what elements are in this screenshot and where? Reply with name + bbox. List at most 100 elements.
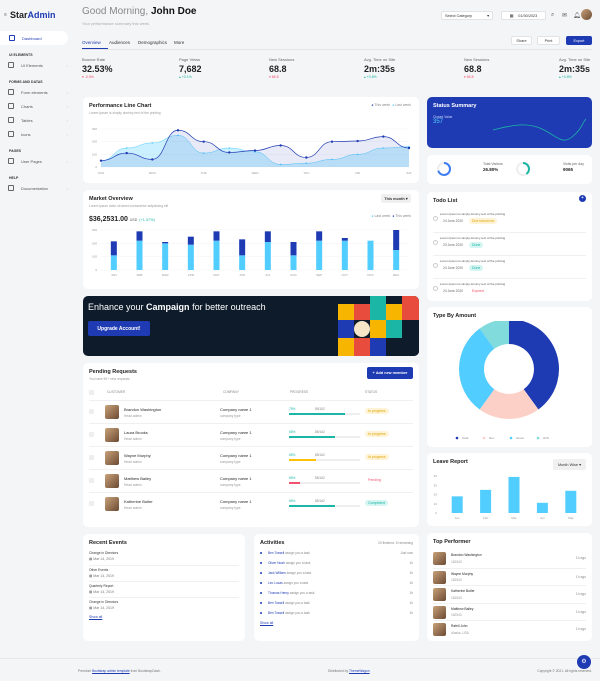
sidebar-item[interactable]: User Pages › [8, 158, 68, 164]
activity-user[interactable]: Oliver Noah [268, 561, 285, 565]
sidebar-item[interactable]: Documentation › [8, 185, 68, 191]
stat-block: New Sessions 68.8 ▾ 68.8 [269, 57, 294, 79]
event-date: ▦ Mar 14, 2019 [89, 606, 114, 610]
sidebar-item[interactable]: Charts › [8, 103, 68, 109]
performance-line-chart: 0 100 200 300 SUN MON TUE WED THU FRI SAT [92, 127, 412, 175]
leave-bar [508, 476, 520, 513]
x-tick-label: May [568, 516, 574, 520]
category-select[interactable]: Select Category ▾ [441, 11, 493, 20]
campaign-banner: Enhance your Campaign for better outreac… [83, 296, 419, 356]
company-type: company type [220, 437, 241, 441]
sidebar-item[interactable]: Icons › [8, 131, 68, 137]
sidebar-item-dashboard[interactable]: Dashboard [0, 31, 68, 45]
stat-value: 32.53% [82, 64, 113, 74]
themewagon-link[interactable]: ThemeWagon [349, 669, 370, 673]
todo-checkbox[interactable] [433, 263, 438, 268]
activity-item: Oliver Noah assign you a task 1h [260, 561, 413, 565]
mail-icon[interactable]: ✉ [562, 13, 568, 19]
activity-user[interactable]: Jack William [268, 571, 286, 575]
todo-checkbox[interactable] [433, 216, 438, 221]
activity-item: Thomas Henry assign you a task 1h [260, 591, 413, 595]
activity-user[interactable]: Leo Lucas [268, 581, 283, 585]
share-button[interactable]: Share [511, 36, 532, 45]
todo-text: Lorem Ipsum is simply dummy text of the … [440, 236, 506, 240]
export-button[interactable]: Export [566, 36, 592, 45]
add-member-button[interactable]: + Add new member [367, 367, 413, 379]
leave-period-value: Month Wise [557, 462, 579, 467]
x-tick-label: SEP [316, 273, 322, 277]
activity-user[interactable]: Ben Tossell [268, 551, 285, 555]
user-avatar[interactable] [581, 9, 592, 20]
period-select[interactable]: This month ▾ [381, 194, 411, 203]
activity-user[interactable]: Ben Tossell [268, 601, 285, 605]
performer-item: Katherine Butler 162543 1h ago [433, 585, 586, 603]
select-all-checkbox[interactable] [89, 390, 94, 395]
stat-block: Page Views 7,682 ▴ +0.1% [179, 57, 202, 79]
progress-fill [289, 436, 336, 438]
add-todo-button[interactable]: + [579, 195, 586, 202]
settings-fab[interactable]: ⚙ [577, 655, 591, 669]
calendar-icon: ▦ [89, 606, 94, 610]
sidebar-item[interactable]: Form elements › [8, 89, 68, 95]
date-picker[interactable]: ▦ 01/30/2023 [501, 11, 546, 20]
sidebar-item[interactable]: Tables › [8, 117, 68, 123]
x-tick-label: Apr [540, 516, 545, 520]
row-checkbox[interactable] [89, 501, 94, 506]
data-point [202, 152, 205, 154]
card-title: Recent Events [89, 540, 127, 546]
tab-overview[interactable]: Overview [82, 40, 101, 45]
customer-name: Katherine Butler [124, 499, 153, 504]
bar-last-week [290, 255, 297, 270]
customer-role: Head admin [124, 414, 142, 418]
row-checkbox[interactable] [89, 432, 94, 437]
template-link[interactable]: Bootstrap admin template [92, 669, 130, 673]
activity-text: assign you a task [284, 601, 310, 605]
menu-icon[interactable]: ≡ [4, 12, 7, 18]
sidebar-item-label: Charts [21, 103, 33, 109]
timeline-dot [260, 562, 262, 564]
performer-time: 1h ago [575, 574, 586, 579]
tab-more[interactable]: More [174, 40, 185, 45]
column-header: STATUS [365, 390, 378, 394]
stat-delta-value: -0.5% [84, 75, 94, 79]
row-checkbox[interactable] [89, 409, 94, 414]
show-all-link[interactable]: Show all [89, 615, 102, 619]
stat-block: Avg. Time on Site 2m:35s ▴ +0.8% [364, 57, 395, 79]
sidebar-item[interactable]: UI Elements › [8, 62, 68, 68]
todo-checkbox[interactable] [433, 286, 438, 291]
chart-icon [8, 103, 14, 109]
market-amount-row: $36,2531.00 USD (+1.37%) [89, 216, 413, 223]
bell-icon[interactable]: 🔔︎ [573, 13, 581, 19]
row-checkbox[interactable] [89, 478, 94, 483]
stat-delta: ▴ +0.8% [364, 75, 395, 79]
event-date: ▦ Mar 14, 2019 [89, 574, 114, 578]
todo-text: Lorem Ipsum is simply dummy text of the … [440, 282, 506, 286]
legend-swatch [509, 436, 513, 440]
stat-value: 2m:35s [559, 64, 591, 74]
donut-slice-total [509, 321, 559, 410]
x-tick-label: SUN [98, 171, 104, 175]
data-point [202, 140, 205, 143]
search-icon[interactable]: ⌕ [551, 12, 555, 18]
print-button[interactable]: Print [537, 36, 560, 45]
todo-checkbox[interactable] [433, 240, 438, 245]
leave-period-select[interactable]: Month Wise ▾ [553, 459, 586, 470]
data-point [382, 135, 385, 138]
activity-user[interactable]: Thomas Henry [268, 591, 289, 595]
row-checkbox[interactable] [89, 455, 94, 460]
event-item: Change in Directors ▦ Mar 14, 2019 [89, 549, 239, 565]
performer-item: Matthew Bailey 162543 1h ago [433, 602, 586, 621]
upgrade-account-button[interactable]: Upgrade Account! [88, 321, 150, 336]
activity-user[interactable]: Ben Tossell [268, 611, 285, 615]
divider [82, 49, 592, 50]
legend-this-week: This week [374, 103, 391, 107]
x-tick-label: OCT [342, 273, 349, 277]
tab-demographics[interactable]: Demographics [138, 40, 168, 45]
data-point [305, 162, 308, 164]
todo-item: Lorem Ipsum is simply dummy text of the … [433, 232, 586, 255]
show-all-link[interactable]: Show all [260, 621, 273, 625]
performer-item: Rafell John Alaska, USA 1h ago [433, 620, 586, 638]
logo[interactable]: StarAdmin [10, 10, 56, 20]
tab-audiences[interactable]: Audiences [109, 40, 131, 45]
stat-delta-value: 68.8 [271, 75, 279, 79]
